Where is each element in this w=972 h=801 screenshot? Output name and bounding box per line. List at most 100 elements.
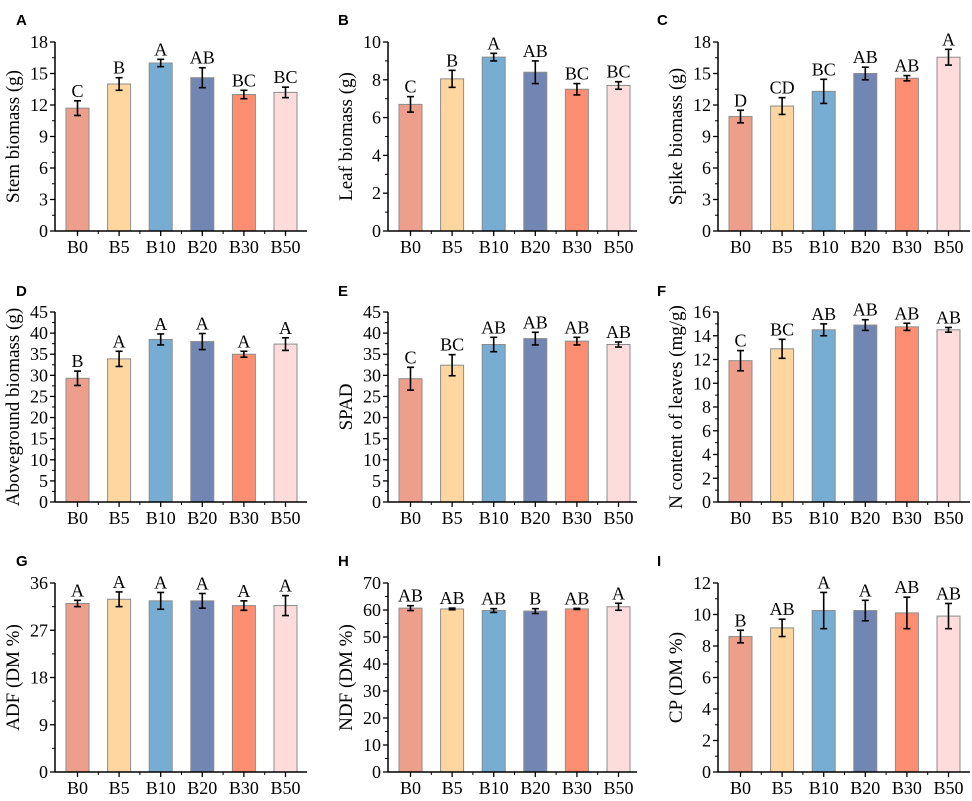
- bar-b30: [564, 88, 589, 232]
- panel-letter: C: [657, 12, 668, 29]
- bar-b30: [894, 77, 919, 232]
- error-bar: [531, 331, 539, 346]
- significance-label: A: [942, 29, 955, 49]
- bar-b0: [65, 602, 90, 773]
- y-tick-label: 9: [39, 127, 48, 147]
- bar-b50: [606, 84, 631, 232]
- significance-label: D: [734, 90, 747, 110]
- error-bar: [115, 76, 123, 92]
- error-bar: [240, 350, 248, 358]
- error-bar: [240, 600, 248, 612]
- x-tick-label: B50: [603, 237, 633, 257]
- x-tick-label: B10: [479, 508, 509, 528]
- significance-label: BC: [812, 59, 836, 79]
- x-tick-label: B30: [229, 508, 259, 528]
- significance-label: B: [113, 58, 125, 78]
- significance-label: AB: [564, 588, 589, 608]
- bar-b20: [523, 71, 548, 232]
- y-tick-label: 10: [30, 450, 48, 470]
- significance-label: AB: [894, 303, 919, 323]
- y-tick-label: 0: [372, 492, 381, 512]
- significance-label: AB: [811, 304, 836, 324]
- y-tick-label: 10: [363, 32, 381, 52]
- x-tick-label: B0: [730, 778, 751, 798]
- y-tick-label: 0: [372, 762, 381, 782]
- x-tick-label: B0: [730, 508, 751, 528]
- x-tick-label: B5: [442, 778, 463, 798]
- x-tick-label: B10: [809, 778, 839, 798]
- error-bar: [240, 89, 248, 100]
- bar-b50: [936, 329, 961, 503]
- error-bar: [282, 594, 289, 617]
- significance-label: A: [71, 580, 84, 600]
- error-bar: [615, 602, 622, 612]
- x-tick-label: B30: [562, 778, 592, 798]
- x-tick-label: B30: [892, 508, 922, 528]
- y-tick-label: 0: [372, 221, 381, 241]
- y-axis-title: Stem biomass (g): [3, 70, 24, 203]
- y-tick-label: 6: [702, 668, 711, 688]
- error-bar: [861, 599, 869, 622]
- y-axis-title: ADF (DM %): [3, 624, 24, 731]
- significance-label: A: [113, 572, 126, 592]
- y-tick-label: 15: [30, 64, 48, 84]
- significance-label: AB: [853, 300, 878, 320]
- y-tick-label: 35: [363, 344, 381, 364]
- y-tick-label: 4: [372, 145, 381, 165]
- y-tick-label: 35: [30, 344, 48, 364]
- x-tick-label: B0: [730, 237, 751, 257]
- y-tick-label: 2: [702, 731, 711, 751]
- error-bar: [407, 95, 414, 113]
- error-bar: [157, 333, 165, 346]
- y-tick-label: 18: [30, 32, 48, 52]
- significance-label: B: [529, 589, 541, 609]
- y-tick-label: 8: [702, 397, 711, 417]
- x-tick-label: B20: [187, 778, 217, 798]
- error-bar: [490, 607, 498, 614]
- y-tick-label: 15: [30, 429, 48, 449]
- y-tick-label: 12: [693, 573, 711, 593]
- error-bar: [737, 349, 744, 372]
- x-tick-label: B20: [520, 237, 550, 257]
- panel-i: I B B0 AB B5 A B10 A B20 AB B30 AB B50 0 2 4 6 8 10 12 CP (D…: [657, 553, 970, 798]
- panel-d: D B B0 A B5 A B10 A B20 A B30 A B50 05101520253035404…: [3, 283, 307, 528]
- panel-letter: B: [338, 12, 349, 29]
- x-tick-label: B10: [479, 778, 509, 798]
- significance-label: A: [154, 314, 167, 334]
- panel-letter: H: [338, 553, 349, 570]
- error-bar: [74, 100, 81, 117]
- y-tick-label: 25: [30, 386, 48, 406]
- x-tick-label: B5: [109, 778, 130, 798]
- error-bar: [615, 80, 622, 91]
- y-tick-label: 0: [39, 492, 48, 512]
- bar-b5: [440, 364, 465, 503]
- y-axis-title: SPAD: [336, 384, 357, 431]
- significance-label: C: [404, 347, 416, 367]
- bar-b5: [440, 608, 465, 773]
- x-tick-label: B5: [772, 237, 793, 257]
- y-tick-label: 50: [363, 627, 381, 647]
- y-tick-label: 30: [30, 365, 48, 385]
- significance-label: A: [113, 331, 126, 351]
- error-bar: [903, 322, 911, 332]
- bar-b30: [564, 340, 589, 503]
- x-tick-label: B10: [809, 508, 839, 528]
- y-tick-label: 30: [363, 365, 381, 385]
- error-bar: [945, 326, 952, 333]
- significance-label: A: [859, 580, 872, 600]
- panel-letter: E: [338, 283, 348, 300]
- x-tick-label: B5: [442, 508, 463, 528]
- bar-b0: [728, 116, 753, 232]
- y-tick-label: 5: [372, 471, 381, 491]
- y-tick-label: 4: [702, 445, 711, 465]
- y-tick-label: 0: [702, 221, 711, 241]
- bar-b30: [231, 605, 256, 773]
- y-tick-label: 4: [702, 699, 711, 719]
- y-axis-title: N content of leaves (mg/g): [666, 305, 687, 509]
- error-bar: [490, 52, 498, 62]
- bar-b20: [190, 600, 215, 773]
- bar-b0: [398, 103, 423, 232]
- error-bar: [820, 78, 828, 105]
- x-tick-label: B20: [850, 508, 880, 528]
- error-bar: [531, 60, 539, 85]
